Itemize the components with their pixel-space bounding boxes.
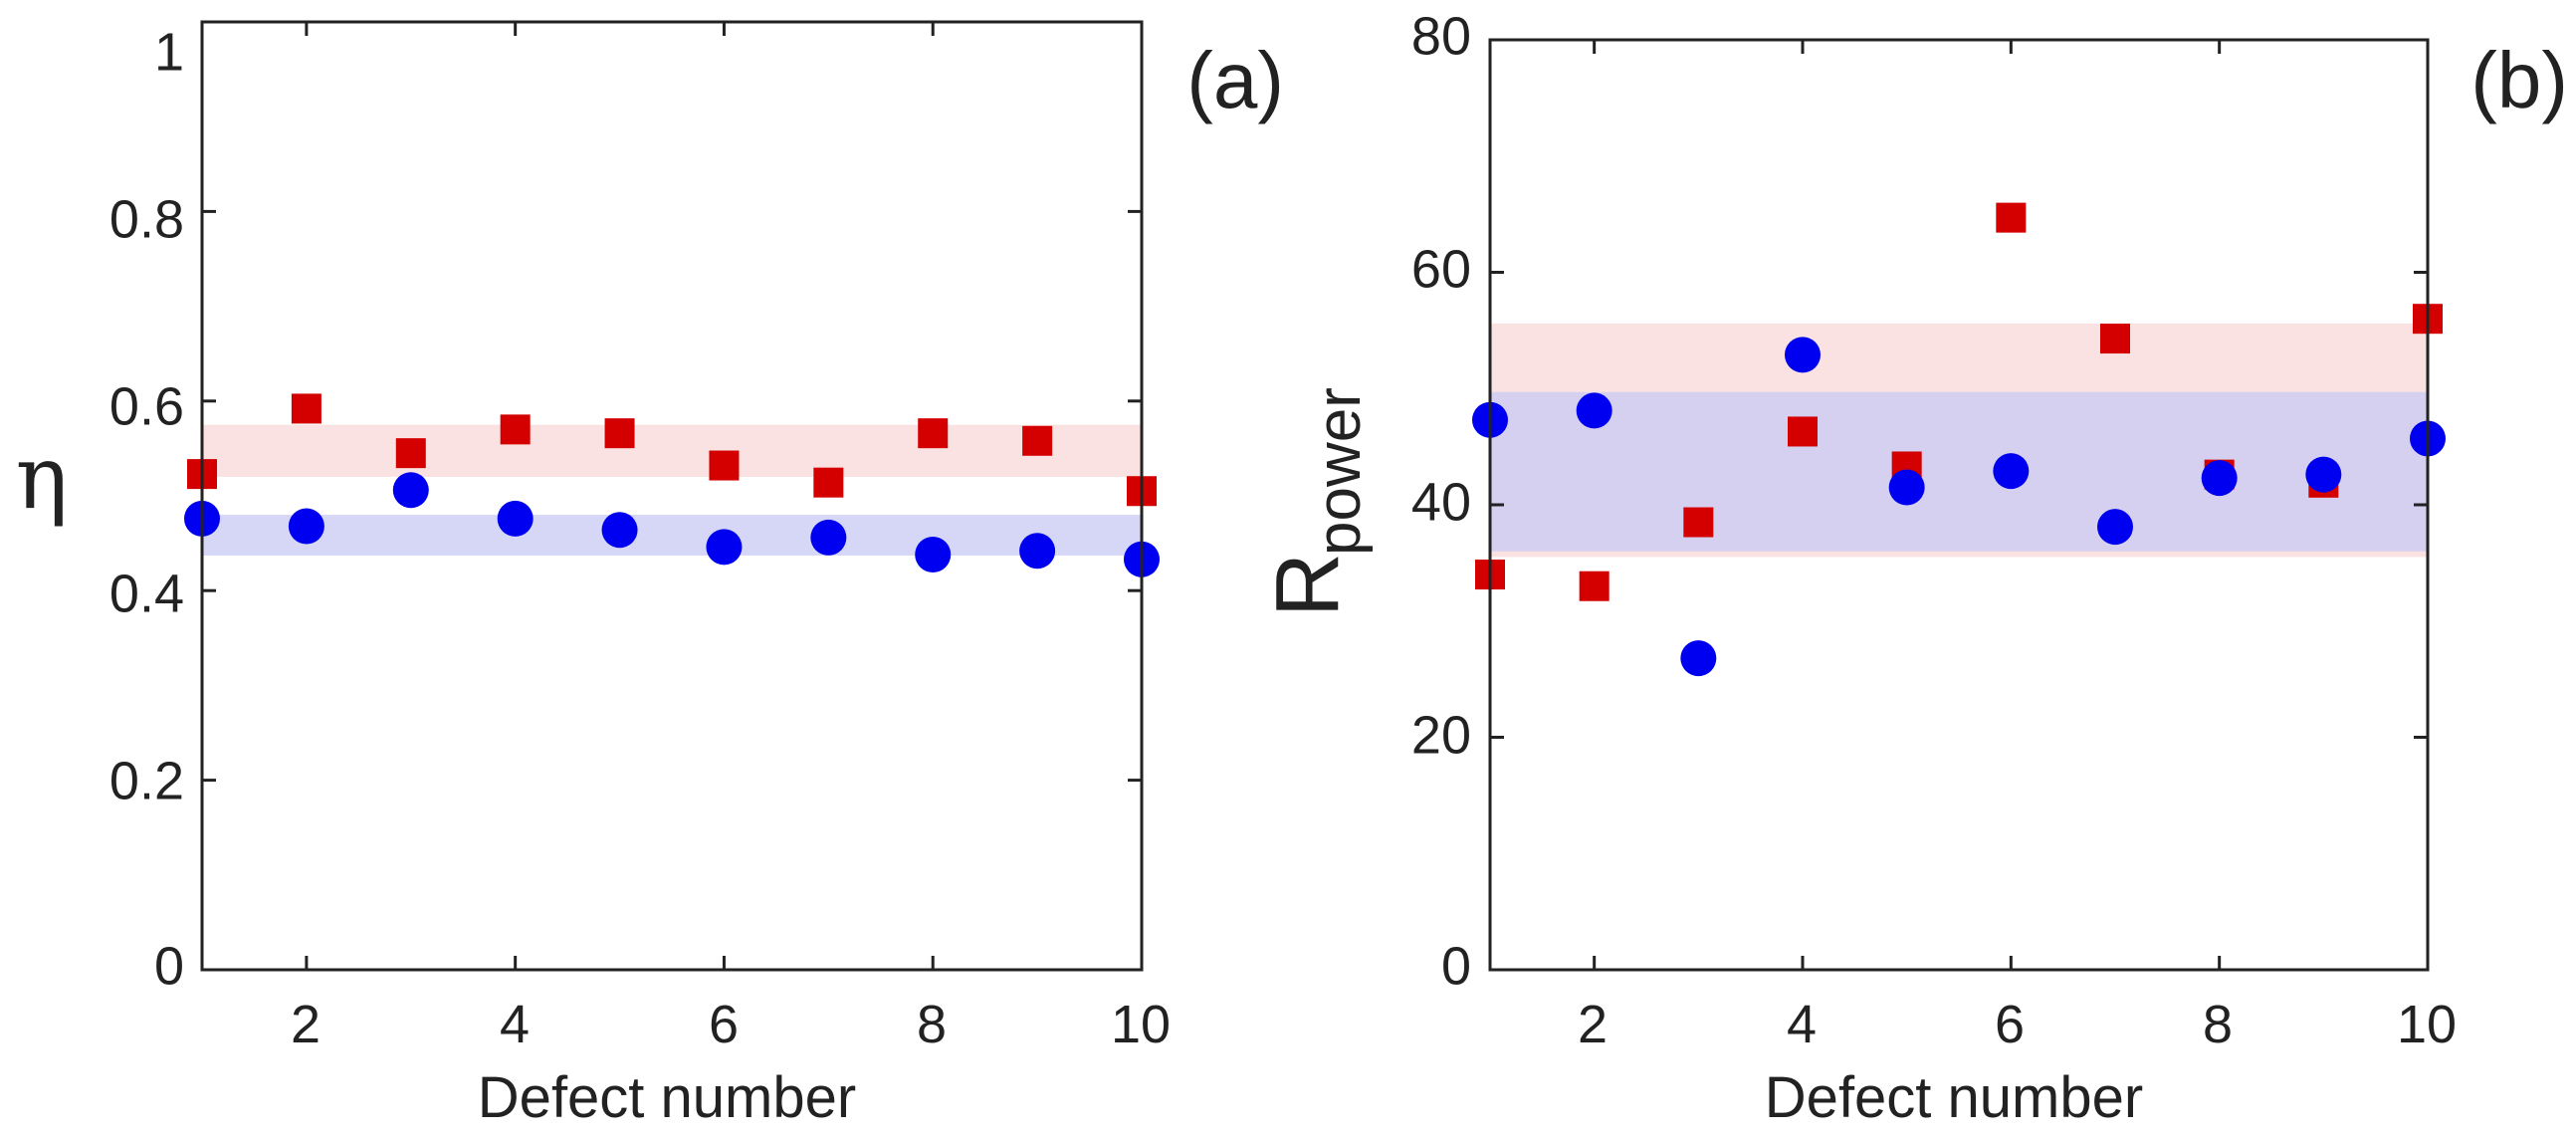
panel-b-ticks xyxy=(1490,38,2430,972)
panel-a-blue-circle-point xyxy=(392,472,429,509)
panel-b-red-square-point xyxy=(1996,202,2027,233)
panel-a-y-tick-label: 0.8 xyxy=(109,189,184,249)
panel-a-x-tick-label: 8 xyxy=(917,995,947,1054)
panel-a-red-band xyxy=(202,424,1142,477)
panel-a-red-square-point xyxy=(500,414,531,445)
panel-a-x-tick-label: 4 xyxy=(500,995,530,1054)
panel-a-y-tick-label: 1 xyxy=(154,22,184,82)
panel-a-blue-circle-point xyxy=(288,508,324,545)
panel-b-blue-circle-point xyxy=(1785,337,1821,373)
panel-a-x-tick-label: 10 xyxy=(1111,995,1171,1054)
panel-b: 80 60 40 20 0 2 4 6 8 10 Defect number R… xyxy=(1258,6,2568,1130)
panel-a-red-square-point xyxy=(395,438,426,469)
panel-b-y-axis-label: R power xyxy=(1258,387,1374,617)
panel-b-y-axis-label-subscript: power xyxy=(1305,387,1374,556)
panel-b-y-axis-label-main: R xyxy=(1258,553,1358,617)
panel-b-x-tick-label: 4 xyxy=(1787,995,1817,1054)
panel-b-bands xyxy=(1490,323,2428,558)
panel-a-x-axis-label: Defect number xyxy=(478,1065,856,1130)
panel-b-blue-circle-point xyxy=(1680,640,1717,677)
panel-a-axes-frame xyxy=(200,20,1144,972)
panel-b-x-axis-label: Defect number xyxy=(1765,1065,2143,1130)
panel-b-blue-circle-point xyxy=(2305,456,2342,493)
panel-b-red-square-point xyxy=(1788,416,1818,447)
panel-a-blue-circle-point xyxy=(706,529,743,566)
panel-b-x-tick-label: 2 xyxy=(1578,995,1608,1054)
panel-a-blue-circle-point xyxy=(601,512,638,549)
panel-b-blue-circle-point xyxy=(2201,460,2238,497)
panel-a-y-tick-label: 0 xyxy=(154,936,184,996)
panel-b-label: (b) xyxy=(2470,36,2568,124)
panel-b-y-tick-label: 40 xyxy=(1411,472,1471,532)
panel-a-blue-circle-point xyxy=(497,500,534,537)
panel-b-red-square-point xyxy=(2100,324,2130,354)
panel-a-blue-circle-point xyxy=(1019,533,1056,570)
panel-b-blue-circle-point xyxy=(2097,509,2133,546)
panel-b-y-tick-label: 80 xyxy=(1411,6,1471,66)
panel-a-y-tick-label: 0.4 xyxy=(109,564,184,623)
panel-b-x-tick-label: 6 xyxy=(1995,995,2025,1054)
panel-b-y-tick-label: 60 xyxy=(1411,239,1471,299)
panel-b-red-square-point xyxy=(1683,507,1714,538)
panel-a-blue-circle-point xyxy=(915,537,952,573)
panel-a-red-square-point xyxy=(604,418,635,449)
panel-a-y-axis-label: η xyxy=(16,426,69,529)
panel-a-y-tick-label: 0.2 xyxy=(109,751,184,810)
panel-a-label: (a) xyxy=(1186,36,1284,124)
panel-a-bands xyxy=(202,424,1142,556)
panel-a-blue-circle-point xyxy=(810,519,847,556)
panel-a-ticks xyxy=(202,20,1144,972)
panel-a-red-square-point xyxy=(813,467,844,498)
panel-b-y-tick-label: 20 xyxy=(1411,705,1471,765)
panel-a: 1 0.8 0.6 0.4 0.2 0 2 4 6 8 10 Defect nu… xyxy=(16,20,1284,1130)
panel-b-red-square-point xyxy=(1579,570,1610,601)
panel-a-y-tick-label: 0.6 xyxy=(109,376,184,436)
panel-a-red-square-point xyxy=(918,418,949,449)
panel-a-x-tick-label: 2 xyxy=(291,995,321,1054)
panel-b-x-tick-label: 10 xyxy=(2397,995,2457,1054)
panel-b-markers xyxy=(1472,202,2446,677)
panel-b-y-tick-label: 0 xyxy=(1441,936,1471,996)
panel-b-blue-band xyxy=(1490,391,2428,552)
panel-a-blue-band xyxy=(202,515,1142,556)
panel-b-blue-circle-point xyxy=(1993,453,2030,490)
panel-b-x-tick-label: 8 xyxy=(2203,995,2233,1054)
panel-a-red-square-point xyxy=(291,393,322,424)
panel-a-red-square-point xyxy=(1022,425,1053,456)
panel-a-x-tick-label: 6 xyxy=(709,995,739,1054)
panel-b-blue-circle-point xyxy=(1576,392,1612,429)
panel-a-red-square-point xyxy=(709,450,740,481)
panel-a-markers xyxy=(184,393,1160,577)
panel-b-blue-circle-point xyxy=(1888,469,1925,506)
